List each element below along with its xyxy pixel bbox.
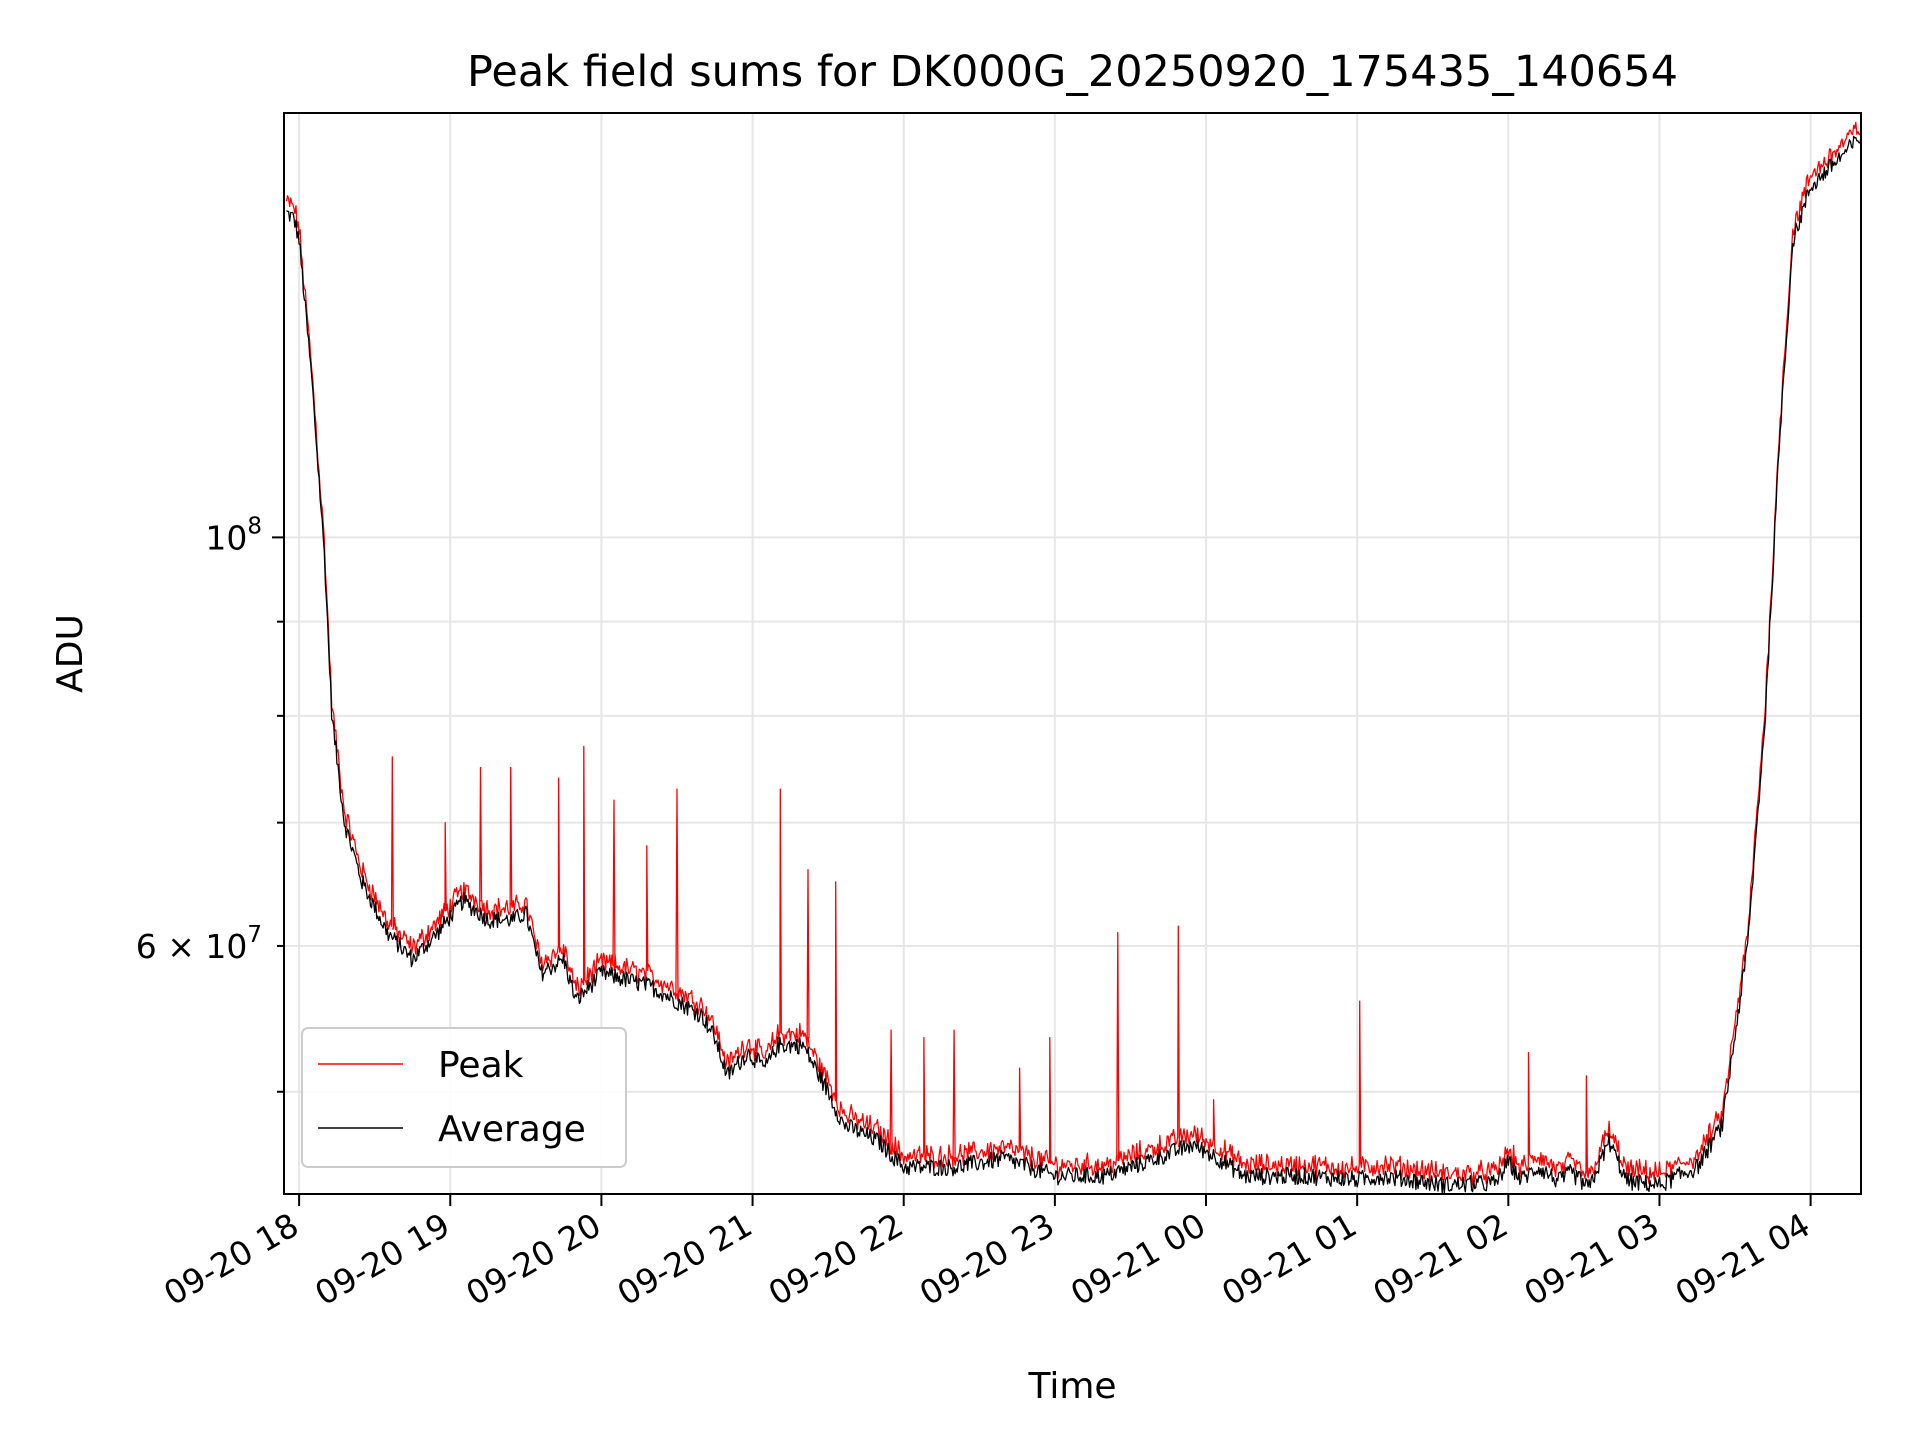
y-axis-label: ADU bbox=[50, 614, 91, 693]
x-tick-label: 09-20 23 bbox=[913, 1205, 1061, 1313]
x-tick-label: 09-21 02 bbox=[1366, 1205, 1514, 1313]
x-axis-label: Time bbox=[1027, 1366, 1116, 1407]
x-tick-label: 09-20 18 bbox=[157, 1205, 305, 1313]
legend-label-peak: Peak bbox=[438, 1045, 524, 1086]
x-tick-label: 09-20 22 bbox=[762, 1205, 910, 1313]
chart-title: Peak field sums for DK000G_20250920_1754… bbox=[467, 47, 1678, 97]
x-tick-label: 09-21 04 bbox=[1669, 1205, 1817, 1313]
series-average-line bbox=[286, 135, 1862, 1195]
x-tick-label: 09-21 03 bbox=[1517, 1205, 1665, 1313]
x-tick-label: 09-21 00 bbox=[1064, 1205, 1212, 1313]
y-tick-label: 6 × 107 bbox=[136, 922, 262, 966]
grid bbox=[284, 113, 1861, 1194]
series-peak-line bbox=[285, 121, 1862, 1186]
x-tick-label: 09-21 01 bbox=[1215, 1205, 1363, 1313]
x-tick-label: 09-20 19 bbox=[308, 1205, 456, 1313]
plot-frame bbox=[283, 112, 1862, 1195]
legend-box bbox=[301, 1027, 627, 1168]
series-average bbox=[286, 135, 1862, 1195]
x-tick-label: 09-20 20 bbox=[459, 1205, 607, 1313]
series-peak bbox=[285, 121, 1862, 1186]
legend: Peak Average bbox=[301, 1027, 627, 1168]
y-tick-label: 108 bbox=[205, 513, 262, 557]
x-tick-label: 09-20 21 bbox=[611, 1205, 759, 1313]
legend-label-average: Average bbox=[438, 1109, 586, 1150]
